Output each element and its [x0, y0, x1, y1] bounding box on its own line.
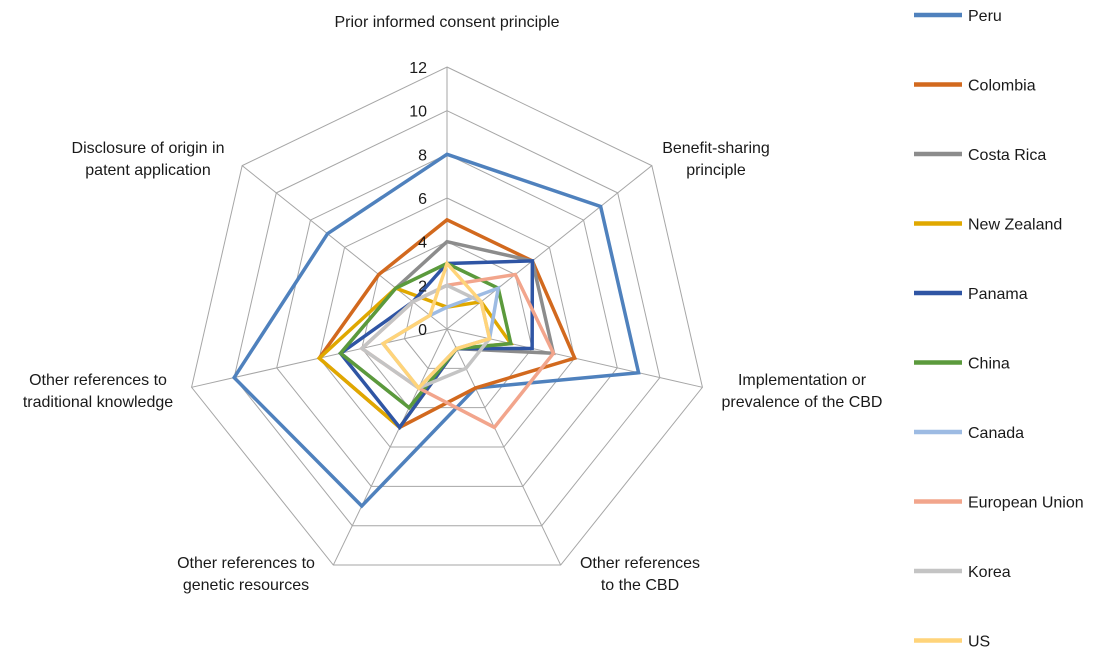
axis-label: Benefit-sharing principle [662, 140, 770, 179]
grid-spoke [332, 328, 448, 566]
tick-label: 0 [418, 322, 427, 339]
legend-label: Costa Rica [968, 147, 1046, 164]
tick-label: 8 [418, 147, 427, 164]
tick-label: 6 [418, 191, 427, 208]
series-line-peru [231, 152, 641, 509]
axis-label-line: patent application [85, 162, 210, 179]
tick-label: 12 [409, 60, 427, 77]
legend-label: New Zealand [968, 217, 1062, 234]
tick-labels: 0 2 4 6 8 10 12 [409, 60, 427, 339]
legend: Peru Colombia Costa Rica New Zealand Panama C… [914, 8, 1084, 651]
axis-label-line: Implementation or [738, 372, 867, 389]
legend-label: European Union [968, 495, 1084, 512]
axis-label: Other references to the CBD [580, 555, 700, 594]
legend-label: Panama [968, 286, 1028, 303]
grid-spoke [241, 165, 448, 330]
axis-label-line: traditional knowledge [23, 394, 173, 411]
tick-label: 10 [409, 104, 427, 121]
axis-label-line: Prior informed consent principle [335, 14, 560, 31]
legend-label: Peru [968, 8, 1002, 25]
series-line-panama [338, 259, 535, 431]
axis-label-line: prevalence of the CBD [722, 394, 883, 411]
legend-label: Canada [968, 425, 1024, 442]
series-line-colombia [316, 217, 578, 430]
axis-label: Implementation or prevalence of the CBD [722, 372, 883, 411]
legend-label: US [968, 634, 990, 651]
tick-label: 4 [418, 235, 427, 252]
axis-label-line: Disclosure of origin in [72, 140, 225, 157]
grid-ring [191, 66, 703, 566]
axis-label: Disclosure of origin in patent applicatio… [72, 140, 225, 179]
axis-label-line: principle [686, 162, 746, 179]
grid-ring [276, 153, 618, 487]
legend-label: China [968, 356, 1010, 373]
axis-label-line: genetic resources [183, 577, 309, 594]
axis-label-line: Benefit-sharing [662, 140, 770, 157]
grid-ring [318, 197, 576, 448]
series-layer [231, 152, 641, 509]
axis-label-line: Other references [580, 555, 700, 572]
axis-label-line: Other references to [29, 372, 167, 389]
legend-label: Colombia [968, 78, 1036, 95]
axis-label: Prior informed consent principle [335, 14, 560, 31]
axis-label-line: to the CBD [601, 577, 679, 594]
legend-label: Korea [968, 564, 1011, 581]
axis-label: Other references to genetic resources [177, 555, 315, 594]
grid-ring [361, 241, 533, 409]
radar-grid [191, 66, 703, 566]
tick-label: 2 [418, 278, 427, 295]
axis-label: Other references to traditional knowledge [23, 372, 173, 411]
axis-label-line: Other references to [177, 555, 315, 572]
series-line-china [338, 261, 514, 411]
grid-ring [233, 110, 661, 527]
axis-labels: Prior informed consent principle Benefit-… [23, 14, 883, 594]
series-line-us [380, 260, 492, 391]
